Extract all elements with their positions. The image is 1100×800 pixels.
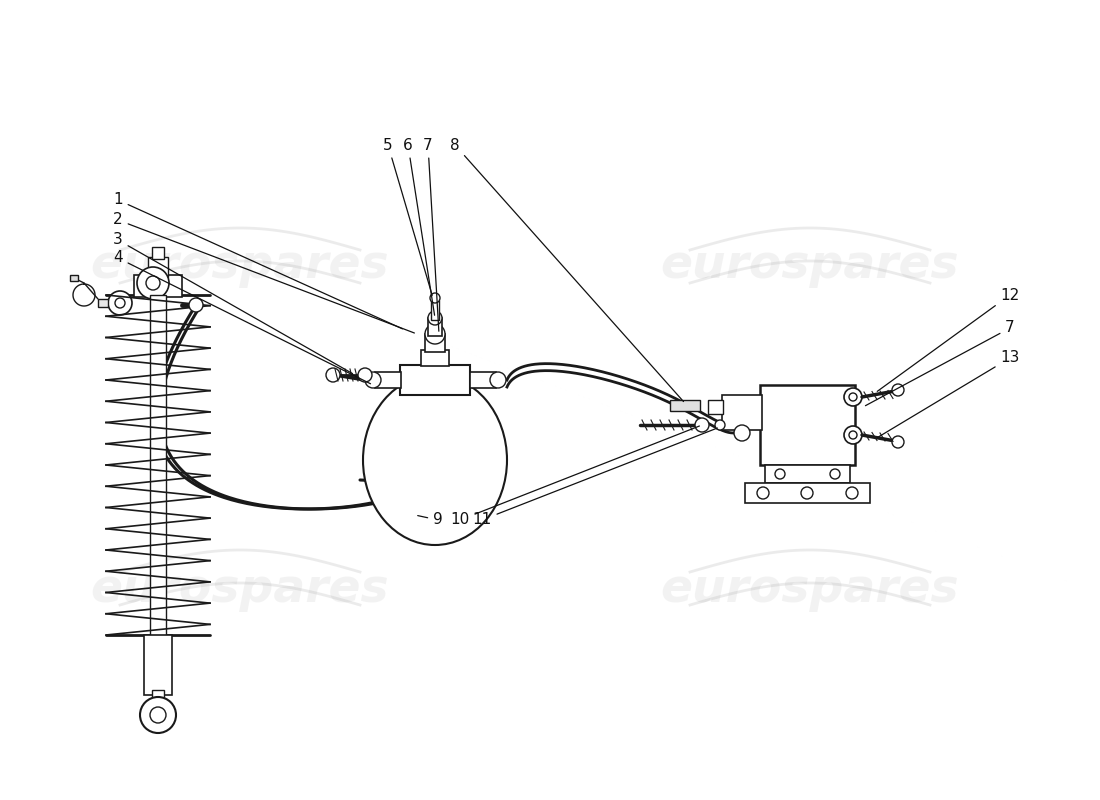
Text: 7: 7 (866, 321, 1015, 406)
Text: 3: 3 (113, 233, 353, 374)
Text: 11: 11 (472, 428, 717, 527)
Circle shape (358, 368, 372, 382)
Text: eurospares: eurospares (661, 567, 959, 613)
Circle shape (150, 707, 166, 723)
Circle shape (189, 298, 204, 312)
Bar (70, 275, 78, 281)
Circle shape (108, 291, 132, 315)
Circle shape (365, 372, 381, 388)
Bar (148, 257, 168, 277)
Bar (152, 247, 164, 259)
Circle shape (846, 487, 858, 499)
Circle shape (430, 293, 440, 303)
Circle shape (892, 384, 904, 396)
Bar (764, 465, 850, 483)
Text: 2: 2 (113, 213, 415, 333)
Circle shape (830, 469, 840, 479)
Circle shape (849, 393, 857, 401)
Circle shape (425, 324, 446, 344)
Circle shape (140, 697, 176, 733)
Text: 4: 4 (113, 250, 371, 384)
Bar (722, 395, 762, 430)
Circle shape (844, 388, 862, 406)
Ellipse shape (363, 375, 507, 545)
Text: 10: 10 (450, 426, 700, 527)
Bar (745, 483, 870, 503)
Bar (400, 365, 470, 395)
Circle shape (734, 425, 750, 441)
Circle shape (844, 426, 862, 444)
Bar (421, 350, 449, 366)
Text: 13: 13 (878, 350, 1020, 438)
Circle shape (428, 311, 442, 325)
Text: 7: 7 (424, 138, 439, 331)
Bar (708, 400, 723, 414)
Circle shape (801, 487, 813, 499)
Bar (470, 372, 496, 388)
Bar (428, 318, 442, 336)
Circle shape (757, 487, 769, 499)
Bar (98, 299, 108, 307)
Text: 1: 1 (113, 193, 403, 329)
Circle shape (776, 469, 785, 479)
Bar (144, 635, 172, 695)
Text: 5: 5 (383, 138, 432, 295)
Bar (670, 400, 701, 410)
Text: eurospares: eurospares (661, 242, 959, 287)
Text: 12: 12 (878, 287, 1020, 391)
Circle shape (695, 418, 710, 432)
Bar (134, 275, 182, 297)
Text: 8: 8 (450, 138, 683, 402)
Text: 6: 6 (403, 138, 434, 315)
Circle shape (116, 298, 125, 308)
Bar (760, 385, 855, 465)
Bar (425, 334, 446, 352)
Circle shape (892, 436, 904, 448)
Circle shape (146, 276, 160, 290)
Text: 9: 9 (418, 513, 443, 527)
Circle shape (138, 267, 169, 299)
Text: eurospares: eurospares (90, 242, 389, 287)
Circle shape (849, 431, 857, 439)
Bar (150, 295, 166, 675)
Bar (375, 372, 402, 388)
Text: eurospares: eurospares (90, 567, 389, 613)
Bar (152, 690, 164, 730)
Circle shape (715, 420, 725, 430)
Circle shape (326, 368, 340, 382)
Bar (431, 300, 439, 320)
Circle shape (490, 372, 506, 388)
